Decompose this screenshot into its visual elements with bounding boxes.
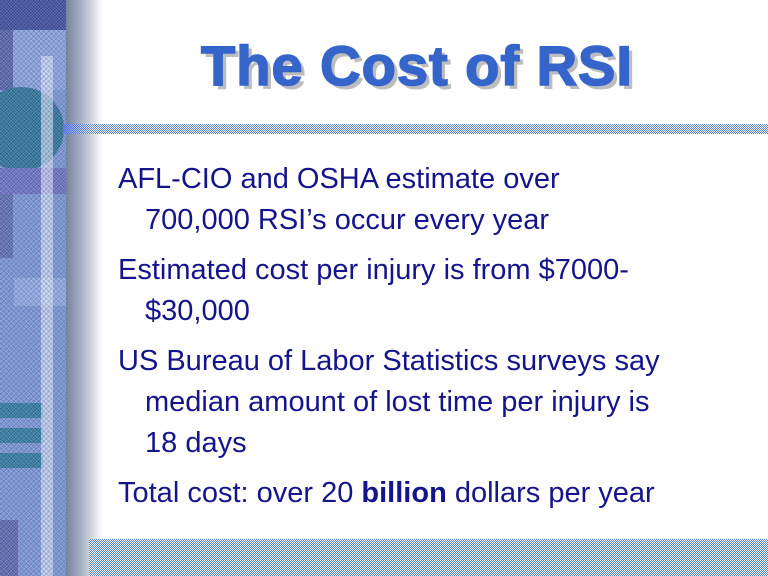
sidebar-light-patch xyxy=(14,278,66,306)
body-line: 700,000 RSI’s occur every year xyxy=(145,204,550,236)
sidebar-teal-bar xyxy=(0,428,43,443)
sidebar-dark-patch xyxy=(0,194,13,258)
bullet-paragraph: US Bureau of Labor Statistics surveys sa… xyxy=(118,341,763,464)
title-divider-cap xyxy=(63,124,93,134)
body-line: AFL-CIO and OSHA estimate over xyxy=(118,163,560,195)
body-line: $30,000 xyxy=(145,295,250,327)
sidebar-teal-bar xyxy=(0,453,43,468)
body-text-segment: dollars per year xyxy=(446,477,655,509)
sidebar-texture-overlay xyxy=(0,0,66,576)
slide-body: AFL-CIO and OSHA estimate over 700,000 R… xyxy=(118,159,763,523)
sidebar-decoration xyxy=(0,0,66,576)
bullet-paragraph: Total cost: over 20 billion dollars per … xyxy=(118,473,763,514)
body-line: Estimated cost per injury is from $7000- xyxy=(118,254,629,286)
sidebar-light-panel xyxy=(13,30,66,90)
sidebar-vertical-stripe xyxy=(41,56,53,576)
sidebar-dark-patch xyxy=(0,30,13,90)
sidebar-top-band xyxy=(0,0,66,30)
slide-title: The Cost of RSI xyxy=(200,34,633,97)
bullet-paragraph: AFL-CIO and OSHA estimate over 700,000 R… xyxy=(118,159,763,241)
body-line: 18 days xyxy=(145,427,247,459)
sidebar-dark-patch xyxy=(0,520,18,576)
bullet-paragraph: Estimated cost per injury is from $7000-… xyxy=(118,250,763,332)
body-line: US Bureau of Labor Statistics surveys sa… xyxy=(118,345,660,377)
body-line: Total cost: over 20 billion dollars per … xyxy=(118,473,763,514)
sidebar-shadow xyxy=(66,0,106,576)
body-text-segment: Total cost: over 20 xyxy=(118,477,362,509)
sidebar-purple-band xyxy=(0,168,66,194)
body-text-bold: billion xyxy=(361,477,447,509)
body-line: median amount of lost time per injury is xyxy=(145,386,650,418)
sidebar-teal-bar xyxy=(0,403,43,418)
title-divider xyxy=(63,124,768,134)
footer-decoration xyxy=(89,539,768,576)
